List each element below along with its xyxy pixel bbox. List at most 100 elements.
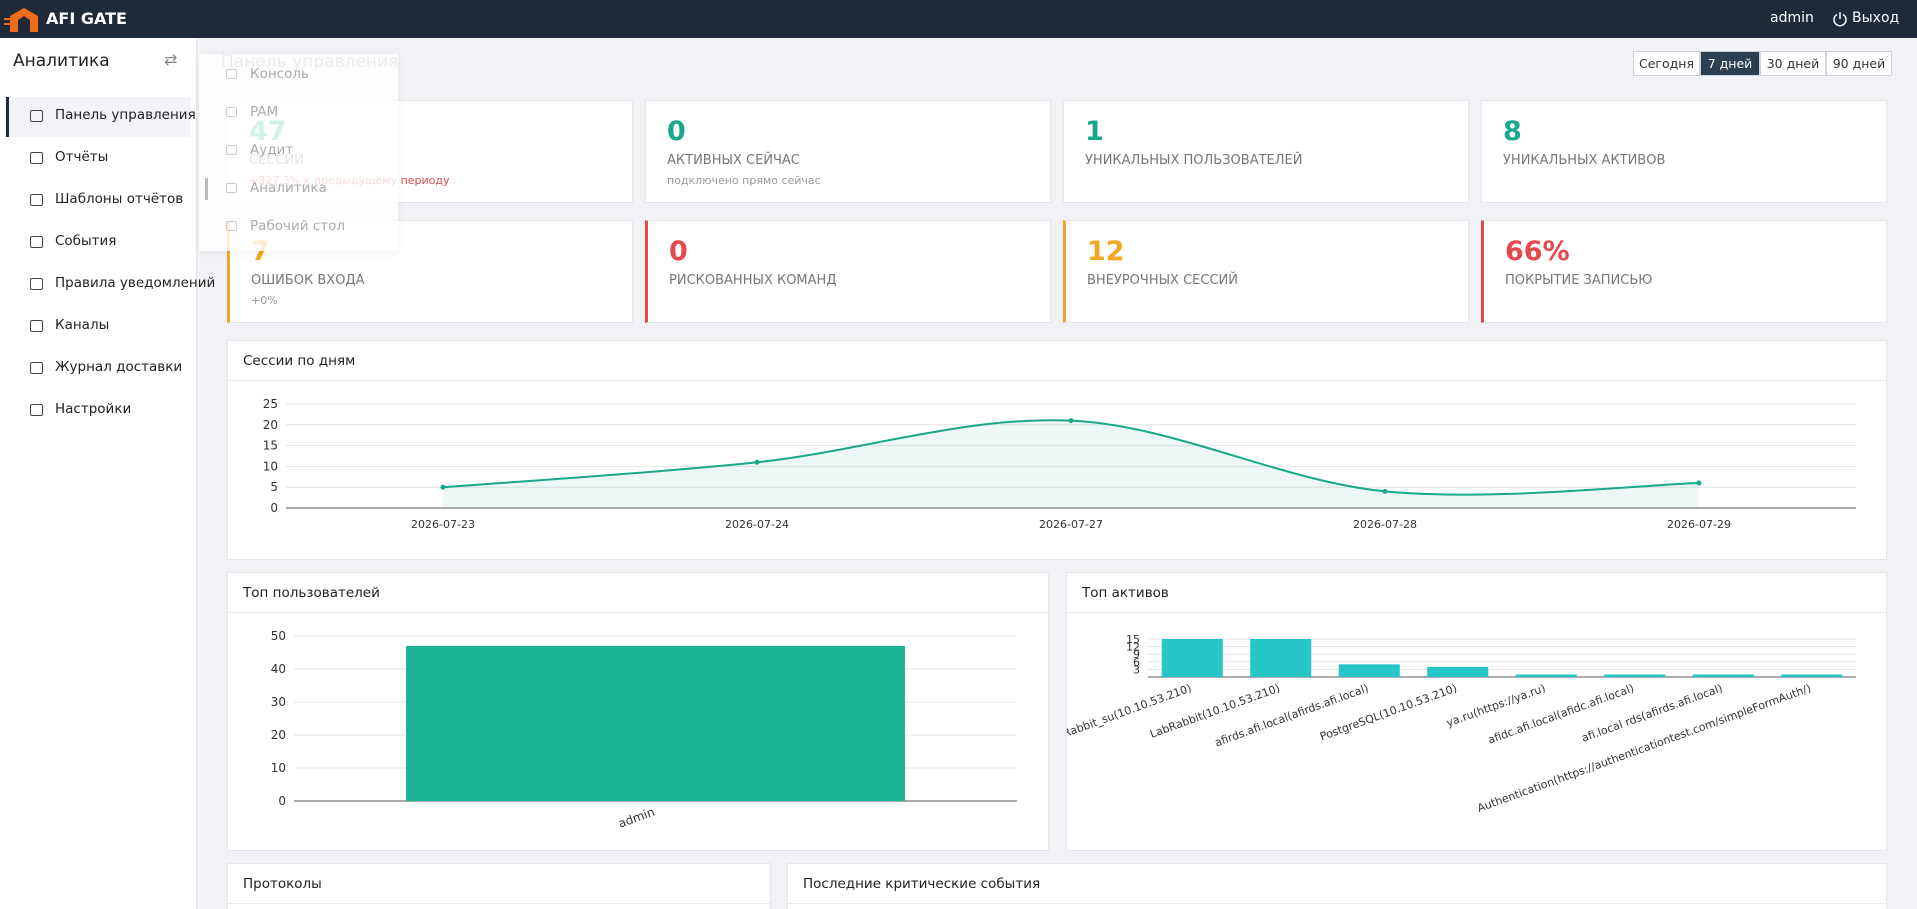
nav-item[interactable]: Настройки [6, 391, 190, 431]
nav-item[interactable]: Шаблоны отчётов [6, 181, 190, 221]
y-tick-label: 0 [278, 794, 286, 808]
nav-item[interactable]: Каналы [6, 307, 190, 347]
stat-card: 12 ВНЕУРОЧНЫХ СЕССИЙ [1063, 220, 1469, 323]
line-point [1068, 418, 1074, 424]
stat-label: РИСКОВАННЫХ КОМАНД [669, 273, 837, 288]
collapse-icon[interactable]: ⇄ [164, 50, 178, 69]
power-icon [1833, 12, 1847, 27]
logout[interactable]: Выход [1852, 10, 1900, 26]
stat-card: 66% ПОКРЫТИЕ ЗАПИСЬЮ [1481, 220, 1887, 323]
nav-icon [30, 362, 43, 374]
y-tick-label: 20 [263, 418, 278, 432]
menu-item[interactable]: Рабочий стол [250, 218, 345, 234]
app-menu: Консоль PAM Аудит Аналитика Рабочий стол [199, 54, 398, 251]
x-tick-label: admin [616, 805, 656, 831]
stat-value: 66% [1505, 236, 1570, 267]
nav-label: Отчёты [55, 149, 109, 165]
brand: AFI GATE [46, 9, 127, 28]
nav-label: Правила уведомлений [55, 275, 216, 291]
period-button[interactable]: 30 дней [1760, 51, 1826, 76]
y-tick-label: 3 [1133, 663, 1140, 676]
menu-item[interactable]: Аудит [250, 142, 294, 158]
stat-card: 0 АКТИВНЫХ СЕЙЧАС подключено прямо сейчас [645, 100, 1051, 203]
period-button[interactable]: Сегодня [1633, 51, 1700, 76]
menu-icon [226, 69, 237, 79]
chart: 3691215Rabbit_su(10.10.53.210)LabRabbit(… [1067, 633, 1856, 815]
nav-item[interactable]: Правила уведомлений [6, 265, 215, 305]
nav-item[interactable]: Журнал доставки [6, 349, 190, 389]
x-tick-label: Authentication(https://authenticationtes… [1476, 682, 1813, 815]
nav-item[interactable]: Панель управления [6, 97, 196, 137]
chart: 0 5 10 15 20 25 2026-07-23 2026-07-24 2026-07-27… [263, 397, 1856, 531]
stat-label: ПОКРЫТИЕ ЗАПИСЬЮ [1505, 273, 1653, 288]
menu-item[interactable]: Консоль [250, 66, 309, 82]
bar [1161, 639, 1223, 677]
stat-card: 8 УНИКАЛЬНЫХ АКТИВОВ [1481, 100, 1887, 203]
x-tick-label: 2026-07-23 [411, 518, 475, 531]
panel: Топ активов 3 6 9 12 15 Rabbit_su(10.10.53.210… [1066, 572, 1887, 851]
y-tick-label: 5 [270, 480, 278, 494]
y-tick-label: 40 [271, 662, 286, 676]
nav-icon [30, 152, 43, 164]
panel-title: Сессии по дням [243, 353, 356, 369]
y-tick-label: 20 [271, 728, 286, 742]
y-tick-label: 15 [263, 439, 278, 453]
menu-icon [226, 107, 237, 117]
y-tick-label: 15 [1126, 633, 1140, 646]
logo-line [4, 23, 10, 25]
bar [1781, 674, 1843, 677]
y-tick-label: 9 [1133, 648, 1140, 661]
menu-item[interactable]: PAM [250, 104, 279, 120]
stat-value: 8 [1503, 116, 1522, 147]
y-tick-label: 10 [263, 459, 278, 473]
nav-icon [30, 236, 43, 248]
nav-icon [30, 320, 43, 332]
nav-label: Настройки [55, 401, 132, 417]
stat-label: ВНЕУРОЧНЫХ СЕССИЙ [1087, 273, 1238, 288]
nav-icon [30, 110, 43, 122]
top-bar: AFI GATE admin Выход [0, 0, 1917, 38]
stat-value: 1 [1085, 116, 1104, 147]
stat-label: УНИКАЛЬНЫХ ПОЛЬЗОВАТЕЛЕЙ [1085, 153, 1303, 168]
nav-item[interactable]: События [6, 223, 190, 263]
y-tick-label: 30 [271, 695, 286, 709]
x-tick-label: afidc.afi.local(afidc.afi.local) [1486, 682, 1636, 747]
panel-title: Топ активов [1082, 585, 1169, 601]
period-button[interactable]: 90 дней [1826, 51, 1892, 76]
menu-item[interactable]: Аналитика [250, 180, 327, 196]
panel-title: Топ пользователей [243, 585, 380, 601]
panel-header [1067, 573, 1886, 613]
logo-shape [10, 8, 38, 32]
power-arc [1833, 13, 1847, 27]
chart: 0 10 20 30 40 50 admin [271, 629, 1017, 831]
x-tick-label: 2026-07-29 [1667, 518, 1731, 531]
y-tick-label: 0 [270, 501, 278, 515]
panel-header [788, 864, 1886, 904]
stat-note: подключено прямо сейчас [667, 174, 821, 187]
nav-label: Журнал доставки [55, 359, 183, 375]
sidebar: Аналитика ⇄ Панель управления Отчёты Шаблоны… [0, 38, 215, 909]
stat-value: 0 [667, 116, 686, 147]
panel-title: Протоколы [243, 876, 322, 892]
x-tick-label: afirds.afi.local(afirds.afi.local) [1213, 682, 1370, 750]
stat-label: АКТИВНЫХ СЕЙЧАС [667, 153, 800, 168]
line-point [754, 459, 760, 465]
user-name[interactable]: admin [1770, 10, 1814, 26]
menu-icon [226, 183, 237, 193]
logo-line [4, 18, 10, 20]
nav-label: Каналы [55, 317, 110, 333]
menu-active-bar [205, 178, 208, 200]
x-tick-label: 2026-07-24 [725, 518, 789, 531]
sidebar-title: Аналитика [13, 51, 110, 71]
y-tick-label: 50 [271, 629, 286, 643]
stat-note: +0% [251, 294, 278, 307]
bar [1692, 674, 1754, 677]
period-button[interactable]: 7 дней [1700, 51, 1760, 76]
bar [1250, 639, 1312, 677]
nav-icon [30, 194, 43, 206]
menu-icon [226, 221, 237, 231]
stat-value: 12 [1087, 236, 1125, 267]
nav-item[interactable]: Отчёты [6, 139, 190, 179]
stat-card: 1 УНИКАЛЬНЫХ ПОЛЬЗОВАТЕЛЕЙ [1063, 100, 1469, 203]
